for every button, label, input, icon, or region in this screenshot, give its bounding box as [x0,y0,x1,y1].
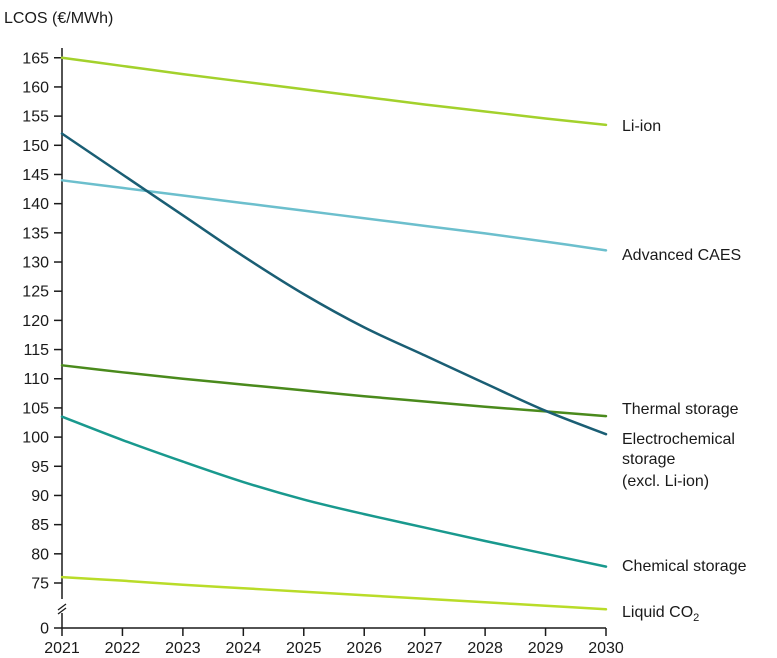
y-tick-label: 150 [22,138,49,155]
y-tick-label: 145 [22,167,49,184]
series-label: Li-ion [622,118,661,135]
series-line [60,56,608,127]
series-line [60,415,608,568]
y-axis-ticks: 0 75 80 85 90 95 100 105 110 115 120 125 130 135 140 14… [22,50,62,638]
x-tick-label: 2023 [165,640,201,657]
x-tick-label: 2021 [44,640,80,657]
series-line [60,364,608,418]
y-tick-label: 130 [22,255,49,272]
series-line [60,179,608,252]
y-tick-label: 165 [22,50,49,67]
series-labels: Li-ion Advanced CAES Thermal storage Electr… [622,118,747,624]
series-label: Advanced CAES [622,247,741,264]
y-tick-label: 115 [23,342,49,359]
y-tick-label: 125 [22,284,49,301]
x-tick-label: 2024 [226,640,262,657]
x-tick-label: 2027 [407,640,443,657]
series-label: Liquid CO2 [622,604,699,624]
y-tick-label: 155 [22,109,49,126]
series-label-subscript: 2 [693,612,699,624]
series-label: Chemical storage [622,558,747,575]
axis-break-mark [57,607,67,615]
series-label: Electrochemical [622,431,735,448]
y-axis-title: LCOS (€/MWh) [4,10,113,27]
y-tick-label: 160 [22,79,49,96]
series-lines [60,56,608,611]
x-tick-label: 2025 [286,640,322,657]
x-tick-label: 2022 [105,640,141,657]
y-tick-label: 0 [40,621,49,638]
axis-break-mark [57,603,67,611]
y-tick-label: 105 [22,400,49,417]
series-line [60,132,608,436]
series-label: (excl. Li-ion) [622,473,709,490]
y-tick-label: 135 [22,225,49,242]
series-label: storage [622,451,675,468]
x-tick-label: 2029 [528,640,564,657]
x-tick-label: 2028 [467,640,503,657]
y-tick-label: 120 [22,313,49,330]
y-tick-label: 95 [31,459,49,476]
y-tick-label: 75 [31,576,49,593]
x-axis-ticks: 2021 2022 2023 2024 2025 2026 2027 2028 2029 2030 [44,628,624,657]
y-tick-label: 110 [23,371,49,388]
x-tick-label: 2030 [588,640,624,657]
y-tick-label: 140 [22,196,49,213]
y-tick-label: 100 [22,430,49,447]
y-tick-label: 80 [31,546,49,563]
series-label: Thermal storage [622,401,739,418]
series-label-main: Liquid CO [622,604,693,621]
x-tick-label: 2026 [346,640,382,657]
series-line [60,575,608,611]
y-tick-label: 85 [31,517,49,534]
axes [57,48,606,629]
y-tick-label: 90 [31,488,49,505]
